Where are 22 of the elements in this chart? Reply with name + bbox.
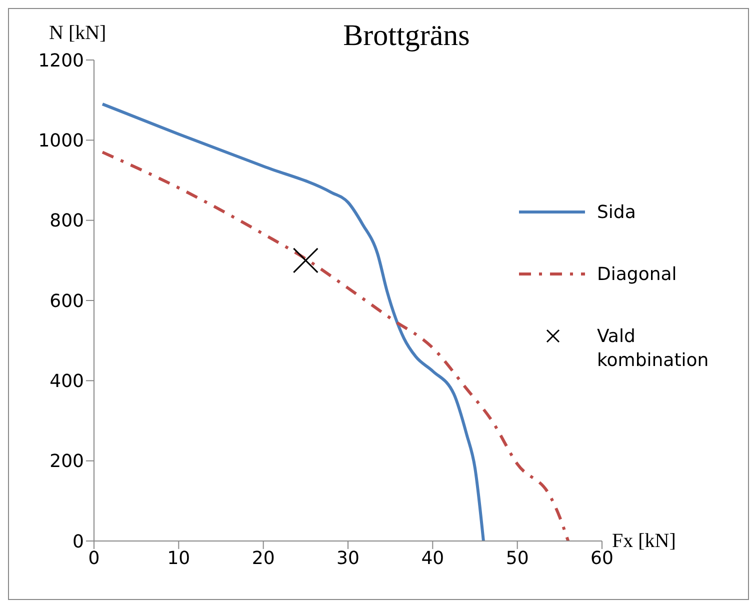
x-tick-label: 30 bbox=[336, 548, 360, 569]
y-tick-label: 200 bbox=[50, 451, 84, 472]
line-series bbox=[100, 102, 485, 541]
legend-label: Diagonal bbox=[597, 263, 678, 287]
y-tick-label: 800 bbox=[50, 210, 84, 232]
x-tick-label: 0 bbox=[88, 548, 100, 569]
x-tick-label: 60 bbox=[590, 548, 614, 569]
x-axis-title: Fx [kN] bbox=[612, 530, 676, 552]
y-tick-label: 400 bbox=[50, 371, 84, 392]
y-tick-label: 1200 bbox=[38, 50, 84, 72]
y-tick-label: 600 bbox=[50, 290, 84, 312]
y-axis-title: N [kN] bbox=[49, 22, 106, 44]
x-tick-label: 40 bbox=[421, 548, 444, 569]
legend-label: Sida bbox=[597, 201, 637, 225]
y-tick-label: 0 bbox=[72, 531, 84, 552]
x-tick-label: 10 bbox=[167, 548, 190, 569]
x-tick-label: 20 bbox=[252, 548, 275, 569]
x-tick-label: 50 bbox=[506, 548, 529, 569]
chart-title: Brottgräns bbox=[343, 19, 470, 52]
y-tick-label: 1000 bbox=[38, 130, 84, 152]
legend-label: Vald kombination bbox=[597, 325, 710, 373]
line-series bbox=[100, 150, 570, 541]
